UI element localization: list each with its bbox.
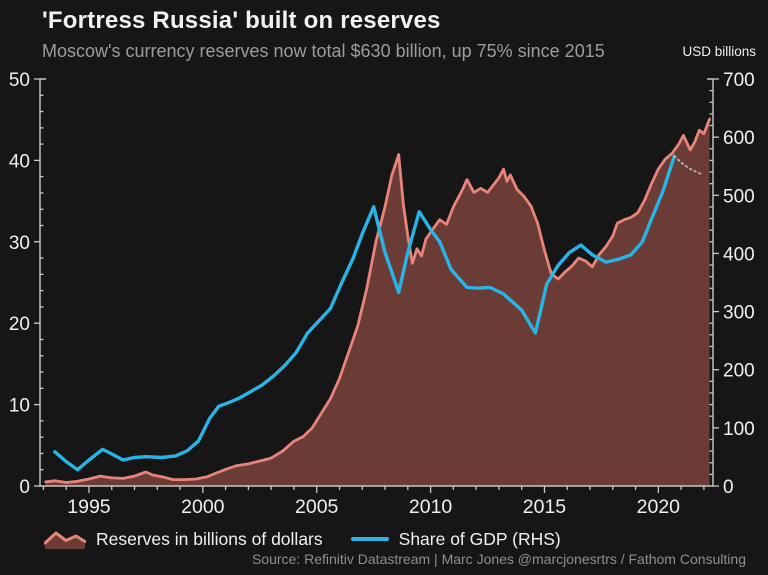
legend-item-gdp: Share of GDP (RHS) xyxy=(350,528,561,550)
series-line-1 xyxy=(53,154,676,472)
right-axis-title: USD billions xyxy=(682,44,756,59)
right-axis-label: 500 xyxy=(723,186,755,207)
x-axis-label: 2015 xyxy=(523,496,567,518)
legend: Reserves in billions of dollars Share of… xyxy=(44,524,561,554)
right-axis-label: 100 xyxy=(723,419,755,440)
swatch-outline xyxy=(44,531,86,545)
right-axis-label: 200 xyxy=(723,361,755,382)
right-axis-label: 0 xyxy=(723,477,734,498)
x-axis-label: 1995 xyxy=(67,496,111,518)
right-axis-label: 600 xyxy=(723,128,755,149)
left-axis-label: 50 xyxy=(9,70,30,91)
series-area-0 xyxy=(45,119,710,486)
legend-label-gdp: Share of GDP (RHS) xyxy=(398,528,561,549)
x-axis-label: 2005 xyxy=(295,496,339,518)
legend-item-reserves: Reserves in billions of dollars xyxy=(44,528,323,550)
chart-subtitle: Moscow's currency reserves now total $63… xyxy=(42,41,605,61)
gdp-line-swatch-icon xyxy=(350,537,389,541)
left-axis-label: 30 xyxy=(9,233,30,254)
right-axis-label: 300 xyxy=(723,303,755,324)
left-axis-label: 40 xyxy=(9,151,30,172)
x-axis-label: 2010 xyxy=(409,496,453,518)
right-axis-label: 700 xyxy=(723,70,755,91)
series-line-2 xyxy=(673,155,703,176)
left-axis-label: 10 xyxy=(9,396,30,417)
left-axis-label: 20 xyxy=(9,314,30,335)
right-axis-label: 400 xyxy=(723,244,755,265)
legend-label-reserves: Reserves in billions of dollars xyxy=(96,528,323,549)
series-line-0 xyxy=(44,117,711,484)
chart-title: 'Fortress Russia' built on reserves xyxy=(42,7,441,34)
reserves-area-swatch-icon xyxy=(44,531,86,549)
x-axis-label: 2000 xyxy=(181,496,225,518)
left-axis-label: 0 xyxy=(19,477,30,498)
source-credit: Source: Refinitiv Datastream | Marc Jone… xyxy=(251,551,746,567)
x-axis-label: 2020 xyxy=(637,496,681,518)
axis-frame xyxy=(39,79,714,487)
